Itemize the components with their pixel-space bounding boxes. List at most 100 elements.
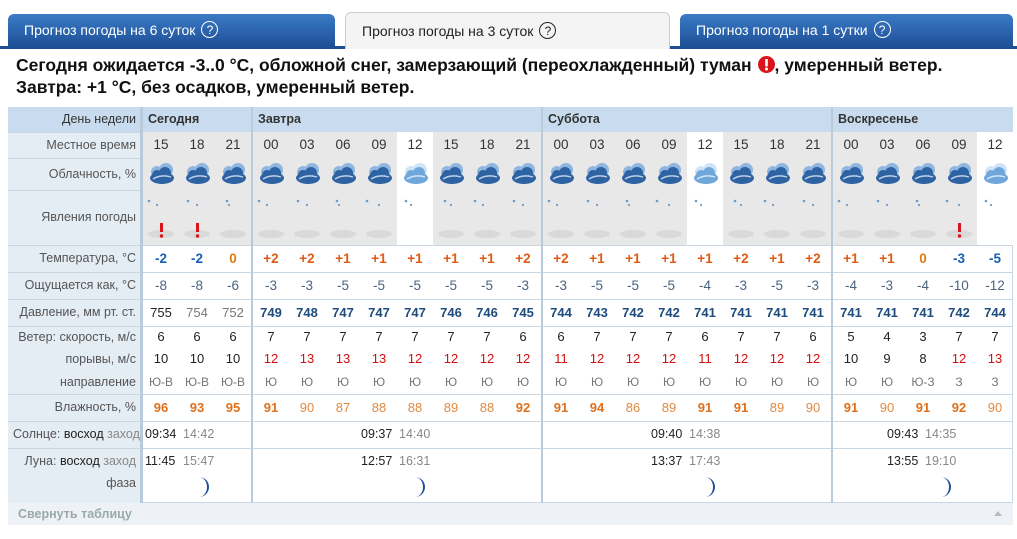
direction-cell: Ю [516, 375, 530, 389]
pressure-cell: 741 [876, 305, 898, 320]
temp-cell: +2 [263, 251, 279, 266]
cell-bg [361, 132, 397, 245]
humidity-cell: 91 [553, 400, 569, 415]
cloud-icon [186, 163, 210, 184]
cloud-icon [476, 163, 500, 184]
direction-cell: Ю [698, 375, 712, 389]
cloud-icon [658, 163, 682, 184]
speed-cell: 3 [919, 329, 927, 344]
help-icon[interactable]: ? [201, 21, 219, 38]
pressure-cell: 741 [912, 305, 934, 320]
cell-bg [615, 132, 651, 245]
temp-cell: -2 [154, 251, 167, 266]
pressure-cell: 744 [550, 305, 572, 320]
weather-phenomena [257, 199, 284, 238]
speed-cell: 7 [665, 329, 673, 344]
moonset: 17:43 [689, 454, 721, 468]
feels-cell: -3 [734, 278, 747, 293]
direction-cell: Ю [806, 375, 820, 389]
temp-cell: +1 [769, 251, 785, 266]
gusts-cell: 10 [153, 351, 169, 366]
cloud-icon [332, 163, 356, 184]
cloud-icon [840, 163, 864, 184]
gusts-cell: 12 [733, 351, 749, 366]
cell-bg [543, 132, 579, 245]
gusts-cell: 12 [951, 351, 967, 366]
direction-cell: Ю [880, 375, 894, 389]
label-column [8, 107, 141, 503]
day-separator [541, 107, 543, 503]
cell-bg [289, 132, 325, 245]
pressure-cell: 741 [694, 305, 716, 320]
sunrise: 09:37 [361, 427, 393, 441]
time-cell: 03 [589, 137, 605, 152]
gusts-cell: 12 [407, 351, 423, 366]
humidity-cell: 90 [987, 400, 1003, 415]
gusts-cell: 12 [769, 351, 785, 366]
time-cell: 06 [335, 137, 351, 152]
label-part: Солнце: [13, 427, 61, 441]
time-cell: 00 [263, 137, 279, 152]
moonrise: 13:37 [651, 454, 683, 468]
label-part: заход [103, 454, 136, 468]
direction-cell: Ю [264, 375, 278, 389]
time-cell: 09 [661, 137, 677, 152]
feels-cell: -5 [480, 278, 493, 293]
temp-cell: +2 [515, 251, 531, 266]
speed-cell: 7 [303, 329, 311, 344]
headline-tomorrow: Завтра: +1 °C, без осадков, умеренный ве… [16, 77, 415, 97]
time-cell: 00 [553, 137, 569, 152]
humidity-cell: 96 [153, 400, 169, 415]
feels-cell: -4 [916, 278, 929, 293]
tab[interactable]: Прогноз погоды на 6 суток? [8, 14, 335, 47]
cell-bg [469, 132, 505, 245]
tab-label: Прогноз погоды на 6 суток [24, 22, 196, 38]
humidity-cell: 91 [915, 400, 931, 415]
temp-cell: +1 [661, 251, 677, 266]
gusts-cell: 11 [554, 351, 568, 366]
help-icon[interactable]: ? [873, 21, 891, 38]
day-separator [831, 107, 833, 503]
row-line [8, 421, 1013, 422]
gusts-cell: 12 [443, 351, 459, 366]
weather-phenomena [294, 199, 320, 238]
cell-bg [905, 132, 941, 245]
cell-bg [795, 132, 831, 245]
humidity-cell: 86 [625, 400, 641, 415]
feels-cell: -5 [444, 278, 457, 293]
direction-cell: Ю-В [220, 375, 246, 389]
collapse-arrow [994, 511, 1002, 516]
temp-cell: +1 [335, 251, 351, 266]
temp-cell: 0 [229, 251, 237, 266]
collapse-table[interactable]: Свернуть таблицу [8, 503, 1013, 525]
time-cell: 06 [915, 137, 931, 152]
pressure-cell: 741 [730, 305, 752, 320]
moonrise: 11:45 [145, 454, 176, 468]
tab[interactable]: Прогноз погоды на 3 суток? [345, 12, 670, 49]
humidity-cell: 92 [951, 400, 967, 415]
feels-cell: -3 [880, 278, 893, 293]
feels-cell: -8 [154, 278, 167, 293]
help-icon[interactable]: ? [539, 22, 557, 39]
tab[interactable]: Прогноз погоды на 1 сутки? [680, 14, 1013, 47]
row-label: Температура, °C [39, 251, 136, 265]
feels-cell: -4 [844, 278, 857, 293]
pressure-cell: 742 [622, 305, 644, 320]
humidity-cell: 88 [371, 400, 387, 415]
direction-cell: Ю [590, 375, 604, 389]
temp-cell: +1 [407, 251, 423, 266]
label-part: Луна: [24, 454, 57, 468]
feels-cell: -5 [336, 278, 349, 293]
gusts-cell: 11 [698, 351, 712, 366]
cell-bg [651, 132, 687, 245]
humidity-cell: 95 [225, 400, 241, 415]
temp-cell: -2 [190, 251, 203, 266]
tab-label: Прогноз погоды на 1 сутки [696, 22, 868, 38]
cell-bg [433, 132, 469, 245]
gusts-cell: 13 [987, 351, 1003, 366]
time-cell: 15 [733, 137, 749, 152]
feels-cell: -3 [264, 278, 277, 293]
row-label: Давление, мм рт. ст. [19, 305, 137, 319]
direction-cell: Ю [444, 375, 458, 389]
